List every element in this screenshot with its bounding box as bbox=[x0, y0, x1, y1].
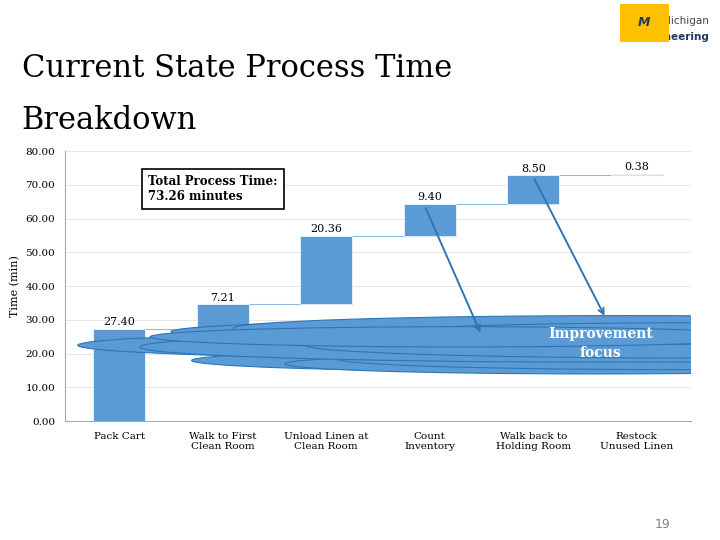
Text: 8.50: 8.50 bbox=[521, 164, 546, 173]
Bar bbox=[300, 235, 352, 305]
Text: 19: 19 bbox=[654, 518, 670, 531]
Bar bbox=[508, 176, 559, 204]
Circle shape bbox=[150, 327, 720, 347]
Text: 27.40: 27.40 bbox=[103, 317, 135, 327]
Text: 9.40: 9.40 bbox=[418, 192, 442, 202]
Text: 20.36: 20.36 bbox=[310, 224, 342, 234]
Bar bbox=[197, 305, 248, 329]
Circle shape bbox=[233, 315, 720, 341]
Y-axis label: Time (min): Time (min) bbox=[9, 255, 19, 317]
Circle shape bbox=[285, 354, 720, 374]
Text: Improvement
focus: Improvement focus bbox=[548, 327, 653, 360]
Text: 7.21: 7.21 bbox=[210, 293, 235, 303]
Circle shape bbox=[378, 322, 720, 345]
Bar bbox=[94, 329, 145, 421]
Circle shape bbox=[140, 332, 720, 362]
Bar bbox=[404, 204, 456, 235]
Text: Current State Process Time: Current State Process Time bbox=[22, 53, 452, 84]
Circle shape bbox=[305, 333, 720, 358]
Text: Breakdown: Breakdown bbox=[22, 105, 197, 136]
Circle shape bbox=[78, 332, 720, 359]
Circle shape bbox=[336, 348, 720, 369]
Text: 0.38: 0.38 bbox=[624, 163, 649, 172]
Text: Michigan: Michigan bbox=[662, 16, 708, 26]
FancyBboxPatch shape bbox=[619, 4, 669, 42]
Text: Total Process Time:
73.26 minutes: Total Process Time: 73.26 minutes bbox=[148, 175, 278, 203]
Text: Engineering: Engineering bbox=[638, 32, 708, 42]
Text: M: M bbox=[638, 16, 650, 30]
Circle shape bbox=[171, 320, 720, 343]
Circle shape bbox=[192, 350, 720, 372]
Bar bbox=[611, 174, 662, 176]
